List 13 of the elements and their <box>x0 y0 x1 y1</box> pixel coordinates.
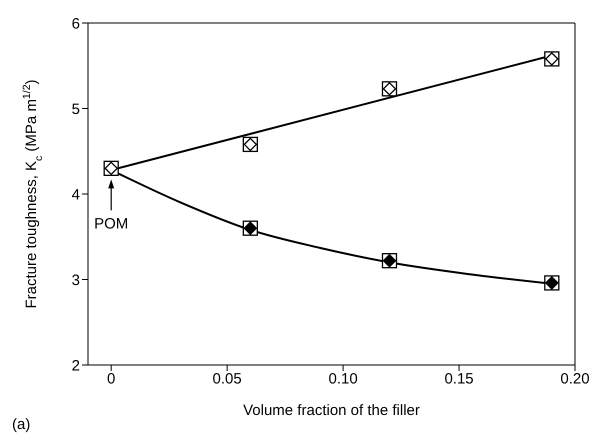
x-tick-label: 0 <box>107 370 116 388</box>
y-tick-label: 6 <box>72 15 80 32</box>
x-tick-label: 0.10 <box>328 370 358 388</box>
annotation: POM <box>94 215 128 232</box>
x-axis-title: Volume fraction of the filler <box>243 402 420 419</box>
y-tick-label: 5 <box>72 100 80 118</box>
x-tick-label: 0.15 <box>444 370 474 388</box>
y-tick-label: 4 <box>72 186 80 204</box>
x-tick-label: 0.05 <box>212 370 242 388</box>
y-tick-label: 2 <box>72 357 80 374</box>
y-tick-label: 3 <box>72 272 80 289</box>
x-tick-label: 0.20 <box>560 370 590 388</box>
text: (a) <box>12 416 30 433</box>
